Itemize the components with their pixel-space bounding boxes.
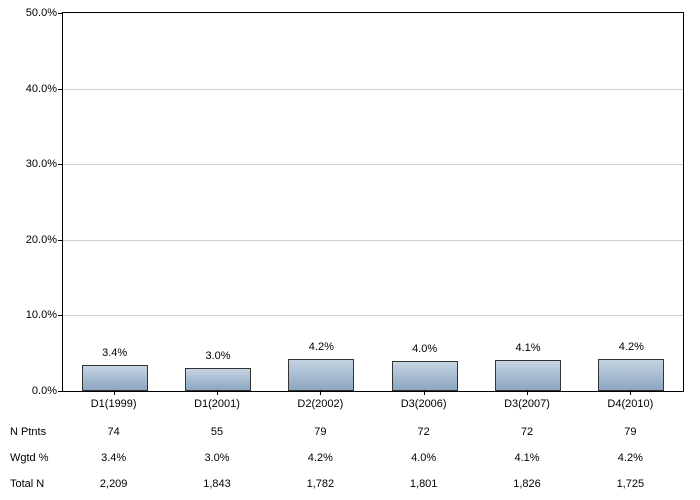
bar bbox=[598, 359, 664, 391]
data-cell: 1,801 bbox=[410, 478, 438, 490]
data-cell: 4.2% bbox=[308, 452, 333, 464]
bar-value-label: 4.2% bbox=[619, 341, 644, 353]
x-tick-mark bbox=[114, 390, 115, 395]
x-tick-mark bbox=[424, 390, 425, 395]
bar-value-label: 4.1% bbox=[515, 342, 540, 354]
data-cell: 55 bbox=[211, 426, 223, 438]
y-axis-tick-label: 0.0% bbox=[32, 385, 63, 397]
data-cell: 79 bbox=[314, 426, 326, 438]
x-tick-mark bbox=[527, 390, 528, 395]
x-category-label: D3(2007) bbox=[504, 398, 550, 410]
data-cell: 1,843 bbox=[203, 478, 231, 490]
x-category-label: D4(2010) bbox=[607, 398, 653, 410]
bar bbox=[495, 360, 561, 391]
bar bbox=[185, 368, 251, 391]
y-axis-tick-label: 40.0% bbox=[26, 83, 63, 95]
data-row-label: Total N bbox=[10, 478, 44, 490]
bar-value-label: 4.0% bbox=[412, 343, 437, 355]
y-axis-tick-label: 10.0% bbox=[26, 309, 63, 321]
gridline bbox=[63, 240, 683, 241]
x-category-label: D3(2006) bbox=[401, 398, 447, 410]
data-row-label: N Ptnts bbox=[10, 426, 46, 438]
y-axis-tick-label: 50.0% bbox=[26, 7, 63, 19]
chart-container: 0.0% 10.0% 20.0% 30.0% 40.0% 50.0% 3.4% 3.0% 4.2… bbox=[0, 0, 700, 500]
x-category-label: D2(2002) bbox=[297, 398, 343, 410]
gridline bbox=[63, 89, 683, 90]
data-cell: 3.0% bbox=[204, 452, 229, 464]
y-axis-tick-label: 20.0% bbox=[26, 234, 63, 246]
gridline bbox=[63, 315, 683, 316]
data-cell: 4.2% bbox=[618, 452, 643, 464]
data-cell: 3.4% bbox=[101, 452, 126, 464]
data-cell: 4.1% bbox=[514, 452, 539, 464]
x-tick-mark bbox=[320, 390, 321, 395]
data-cell: 1,782 bbox=[307, 478, 335, 490]
data-cell: 2,209 bbox=[100, 478, 128, 490]
data-cell: 1,826 bbox=[513, 478, 541, 490]
data-cell: 4.0% bbox=[411, 452, 436, 464]
bar-value-label: 3.4% bbox=[102, 347, 127, 359]
data-row-label: Wgtd % bbox=[10, 452, 49, 464]
bar-value-label: 3.0% bbox=[205, 350, 230, 362]
x-tick-mark bbox=[630, 390, 631, 395]
bar bbox=[82, 365, 148, 391]
data-cell: 79 bbox=[624, 426, 636, 438]
data-cell: 1,725 bbox=[617, 478, 645, 490]
bar bbox=[392, 361, 458, 391]
data-cell: 72 bbox=[521, 426, 533, 438]
x-category-label: D1(1999) bbox=[91, 398, 137, 410]
bar bbox=[288, 359, 354, 391]
data-cell: 72 bbox=[418, 426, 430, 438]
x-category-label: D1(2001) bbox=[194, 398, 240, 410]
gridline bbox=[63, 164, 683, 165]
x-tick-mark bbox=[217, 390, 218, 395]
plot-area: 0.0%10.0%20.0%30.0%40.0%50.0%3.4%3.0%4.2… bbox=[62, 12, 684, 392]
y-axis-tick-label: 30.0% bbox=[26, 158, 63, 170]
data-cell: 74 bbox=[108, 426, 120, 438]
bar-value-label: 4.2% bbox=[309, 341, 334, 353]
